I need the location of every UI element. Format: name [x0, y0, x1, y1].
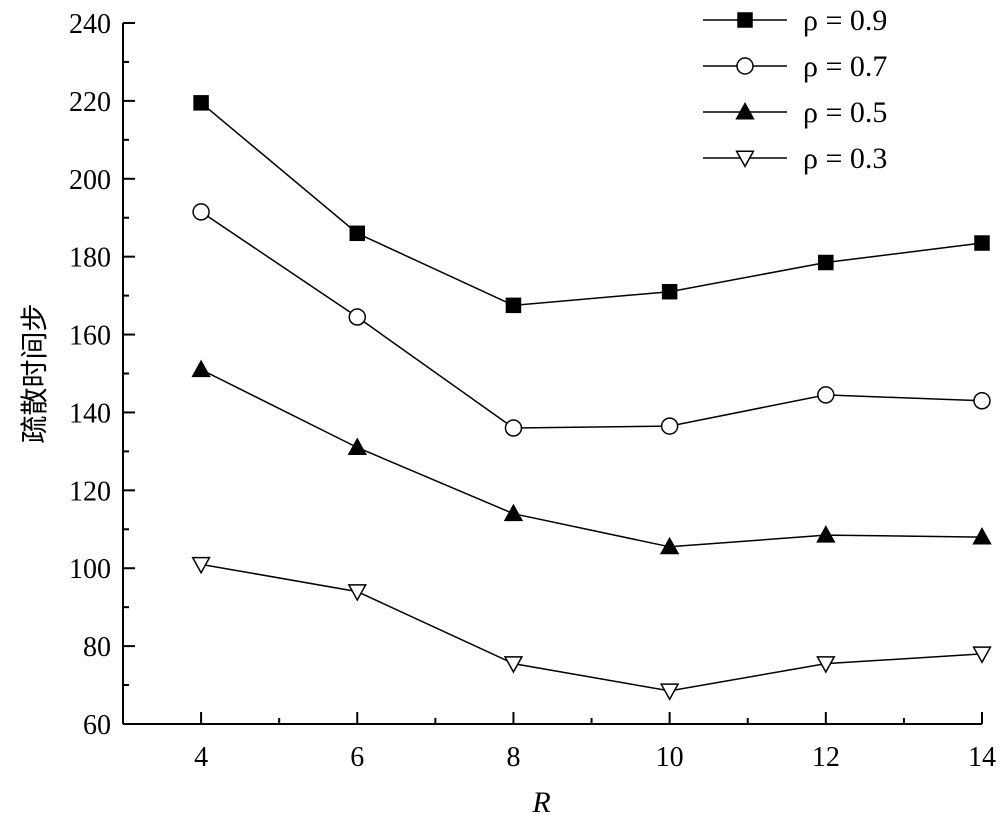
data-point	[735, 150, 755, 168]
data-point	[736, 57, 754, 75]
data-point	[503, 503, 524, 522]
data-point	[349, 225, 366, 242]
data-point	[818, 254, 834, 271]
x-tick-label: 14	[968, 742, 996, 773]
data-point	[737, 12, 753, 28]
data-point	[504, 419, 523, 437]
y-tick-label: 60	[83, 710, 111, 741]
y-tick-label: 180	[69, 243, 111, 274]
data-point	[503, 656, 524, 674]
legend-item: ρ = 0.9	[703, 4, 887, 37]
data-point	[659, 536, 680, 555]
data-point	[347, 584, 367, 602]
y-tick-label: 240	[69, 9, 111, 40]
data-point	[191, 556, 211, 575]
x-tick-label: 4	[194, 742, 208, 773]
x-tick-label: 6	[350, 742, 364, 773]
data-point	[973, 392, 991, 410]
data-point	[192, 203, 210, 221]
y-tick-label: 100	[69, 554, 111, 585]
series-line	[200, 102, 983, 307]
data-point	[974, 235, 990, 251]
data-point	[660, 417, 679, 435]
legend-item: ρ = 0.7	[703, 50, 887, 83]
data-point	[972, 646, 992, 664]
legend-label: ρ = 0.3	[803, 142, 887, 175]
series-line	[200, 211, 983, 429]
data-point	[817, 386, 835, 404]
data-point	[816, 656, 836, 674]
data-point	[735, 102, 755, 120]
x-tick-label: 10	[656, 742, 684, 773]
y-tick-label: 80	[83, 632, 111, 663]
legend-label: ρ = 0.9	[803, 4, 887, 37]
legend-label: ρ = 0.7	[803, 50, 887, 83]
series-line	[200, 368, 983, 548]
series-line	[200, 563, 983, 692]
data-point	[193, 95, 209, 111]
legend-item: ρ = 0.3	[703, 142, 887, 175]
y-tick-label: 200	[69, 165, 111, 196]
series-1	[193, 95, 990, 314]
y-tick-label: 120	[69, 476, 111, 507]
y-tick-label: 140	[69, 398, 111, 429]
data-point	[661, 283, 678, 300]
x-tick-label: 8	[506, 742, 520, 773]
data-point	[816, 525, 836, 543]
y-axis-label: 疏散时间步	[18, 303, 51, 443]
series-layer	[191, 95, 992, 701]
data-point	[659, 683, 680, 701]
x-axis-label: R	[531, 786, 550, 819]
series-3	[191, 359, 992, 555]
x-tick-label: 12	[812, 742, 840, 773]
data-point	[348, 308, 367, 326]
y-tick-label: 160	[69, 321, 111, 352]
legend-item: ρ = 0.5	[703, 96, 887, 129]
data-point	[191, 359, 211, 378]
axes: 4 6 8 10 12 14 60 80 100 120 140 160 180 200 220 240	[69, 9, 996, 773]
data-point	[972, 527, 992, 545]
legend-label: ρ = 0.5	[803, 96, 887, 129]
data-point	[347, 437, 367, 455]
series-2	[192, 203, 991, 437]
series-4	[191, 556, 992, 701]
y-tick-label: 220	[69, 87, 111, 118]
data-point	[505, 297, 522, 314]
legend: ρ = 0.9 ρ = 0.7 ρ = 0.5 ρ = 0.3	[703, 4, 887, 175]
